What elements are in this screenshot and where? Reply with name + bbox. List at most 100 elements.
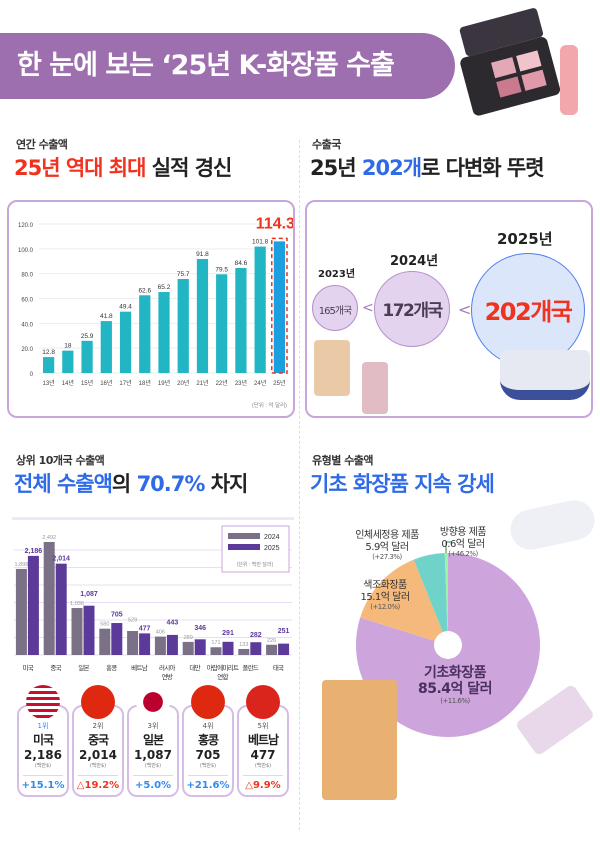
data-label: 12.8: [42, 349, 55, 356]
s3-top-rule: [12, 517, 294, 520]
change-rate: +15.1%: [21, 780, 65, 791]
bar: [177, 279, 189, 373]
change-rate: +5.0%: [134, 780, 172, 791]
data-label: 226: [267, 638, 276, 644]
year-2025: 2025년: [497, 230, 553, 248]
data-label: 1,898: [15, 562, 29, 568]
s1-label: 연간 수출액: [16, 138, 68, 151]
x-tick-label: 중국: [50, 664, 61, 672]
export-value: 477: [250, 748, 276, 762]
s4-label: 유형별 수출액: [312, 454, 374, 467]
s3-heading: 전체 수출액의 70.7% 차지: [14, 468, 248, 498]
data-label: 25.9: [81, 333, 94, 340]
data-label: 65.2: [158, 284, 171, 291]
slice-value: 5.9억 달러: [365, 541, 409, 553]
legend-swatch: [228, 544, 260, 550]
mascara-icon: [560, 45, 578, 115]
slice-value: 0.6억 달러: [441, 538, 485, 550]
y-tick-label: 120.0: [18, 223, 34, 229]
unit: (백만$): [243, 762, 283, 776]
year-2024: 2024년: [390, 254, 439, 269]
data-label: 443: [167, 620, 179, 627]
bar-2024: [15, 568, 27, 655]
vietnam-flag-icon: [246, 685, 280, 719]
top10-bar-chart: 1,898 2,186 미국 2,492 2,014 중국 1,036 1,087 일본 5807…: [14, 525, 292, 681]
s2-heading-a: 25년: [310, 156, 362, 180]
rank: 4위: [202, 722, 214, 730]
bar: [62, 350, 74, 373]
s3-label: 상위 10개국 수출액: [16, 454, 105, 467]
highlight-outline: [271, 237, 288, 374]
nail-polish-icon: [362, 362, 388, 414]
y-tick-label: 100.0: [18, 248, 34, 254]
bar-2025: [111, 623, 123, 655]
y-tick-label: 20.0: [21, 347, 33, 353]
bar: [158, 292, 170, 373]
data-label: 84.6: [235, 260, 248, 267]
bar-2025: [278, 643, 290, 655]
bar: [81, 340, 93, 373]
bar: [196, 259, 209, 373]
x-tick-label: 미국: [23, 663, 34, 672]
pie-slice: [360, 559, 448, 645]
bar-2025: [55, 563, 67, 655]
product-type-pie-chart: [356, 541, 540, 737]
data-label: 346: [194, 625, 206, 632]
leader-line: [445, 541, 452, 553]
unit: (백만$): [78, 762, 118, 776]
japan-flag-icon: [136, 685, 170, 719]
legend-label: 2025: [264, 545, 280, 552]
bar-2024: [210, 647, 222, 655]
x-tick-label: 연방: [162, 672, 173, 681]
data-label: 62.6: [138, 287, 151, 294]
rank: 1위: [37, 722, 49, 730]
count-2025: 202개국: [484, 298, 573, 326]
count-2024: 172개국: [382, 301, 443, 321]
x-tick-label: 14년: [62, 379, 74, 387]
slice-name: 기초화장품: [424, 665, 486, 681]
rank: 5위: [257, 722, 269, 730]
data-label: 114.3: [256, 215, 293, 232]
x-tick-label: 연합: [217, 672, 228, 681]
data-label: 1,087: [80, 591, 98, 598]
data-label: 18: [64, 343, 72, 350]
country-name: 미국: [32, 733, 54, 747]
export-value: 2,014: [79, 748, 117, 762]
slice-name: 색조화장품: [363, 580, 407, 591]
change-rate: △19.2%: [76, 780, 120, 791]
unit: (백만$): [23, 762, 63, 776]
s2-heading: 25년 202개로 다변화 뚜렷: [310, 152, 545, 182]
x-tick-label: 폴란드: [242, 664, 259, 672]
s2-label: 수출국: [312, 138, 341, 151]
y-tick-label: 40.0: [21, 322, 33, 328]
page-title-banner: 한 눈에 보는 ‘25년 K-화장품 수출: [0, 33, 455, 99]
s3-heading-highlight: 전체 수출액: [14, 472, 113, 496]
bar: [254, 246, 266, 373]
annual-export-bar-chart: 0 20.0 40.0 60.0 80.0 100.0 120.0 12.8 13년 18 14년 2…: [18, 215, 295, 409]
x-tick-label: 17년: [119, 379, 131, 387]
slice-change: (+46.2%): [448, 550, 478, 558]
bar-2024: [71, 608, 83, 655]
data-label: 477: [139, 625, 151, 632]
bar-2025: [27, 555, 39, 655]
data-label: 580: [100, 622, 109, 628]
bar-2024: [99, 628, 111, 655]
export-value: 2,186: [24, 748, 62, 762]
bar-2025: [139, 633, 151, 655]
s1-heading-highlight: 25년 역대 최대: [14, 156, 146, 180]
bar-2025: [222, 641, 234, 655]
country-name: 베트남: [247, 733, 279, 747]
bar-2024: [182, 641, 194, 655]
data-label: 529: [128, 617, 137, 623]
data-label: 251: [278, 628, 290, 635]
slice-change: (+27.3%): [372, 553, 402, 561]
hongkong-flag-icon: [191, 685, 225, 719]
pie-label: 인체세정용 제품 5.9억 달러 (+27.3%): [332, 530, 442, 561]
x-tick-label: 일본: [78, 663, 89, 672]
pie-label: 색조화장품 15.1억 달러 (+12.0%): [330, 580, 440, 611]
slice-change: (+12.0%): [370, 603, 400, 611]
country-name: 일본: [142, 733, 164, 747]
bar-2025: [166, 634, 178, 655]
x-tick-label: 홍콩: [106, 663, 117, 672]
